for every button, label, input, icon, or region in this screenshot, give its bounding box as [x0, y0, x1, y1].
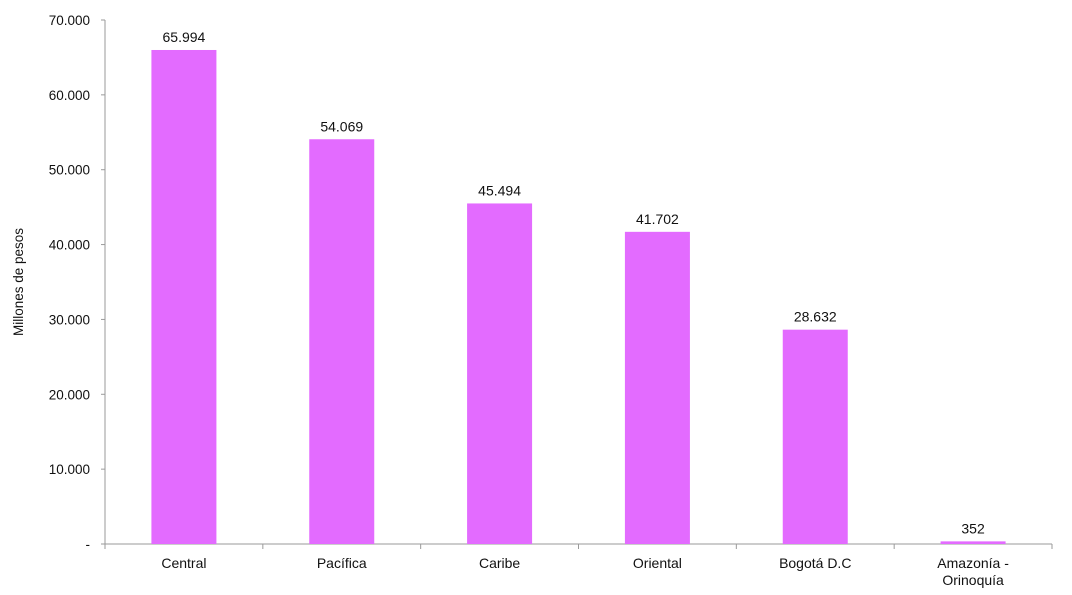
x-tick-label: Orinoquía [942, 572, 1004, 588]
x-tick-label: Caribe [479, 555, 520, 571]
x-tick-label: Amazonía - [937, 555, 1009, 571]
y-tick-label: 10.000 [49, 462, 90, 477]
data-label: 352 [961, 520, 985, 536]
y-tick-label: 50.000 [49, 163, 90, 178]
x-tick-label: Bogotá D.C [779, 555, 851, 571]
bar-0 [151, 49, 217, 545]
data-label: 41.702 [636, 211, 679, 227]
x-tick-label: Pacífica [317, 555, 367, 571]
data-label: 28.632 [794, 309, 837, 325]
data-labels: 65.994 54.069 45.494 41.702 28.632 352 [163, 29, 985, 536]
data-label: 45.494 [478, 182, 521, 198]
bar-2 [467, 203, 533, 544]
x-tick-label: Oriental [633, 555, 682, 571]
y-tick-label: 20.000 [49, 387, 90, 402]
y-tick-label: 40.000 [49, 238, 90, 253]
x-tick-label: Central [161, 555, 206, 571]
bar-series [151, 49, 1006, 545]
y-tick-label: 60.000 [49, 88, 90, 103]
data-label: 65.994 [163, 29, 206, 45]
x-axis: Central Pacífica Caribe Oriental Bogotá D.C A… [104, 543, 1053, 588]
bar-5 [940, 541, 1006, 544]
y-tick-label: 30.000 [49, 312, 90, 327]
y-axis-title: Millones de pesos [11, 228, 26, 336]
data-label: 54.069 [320, 118, 363, 134]
y-tick-label: - [86, 537, 91, 552]
bar-3 [624, 231, 690, 544]
bar-4 [782, 329, 848, 544]
y-tick-label: 70.000 [49, 13, 90, 28]
bar-1 [309, 139, 375, 544]
y-axis: - 10.000 20.000 30.000 40.000 50.000 60.000 70.… [49, 13, 106, 552]
